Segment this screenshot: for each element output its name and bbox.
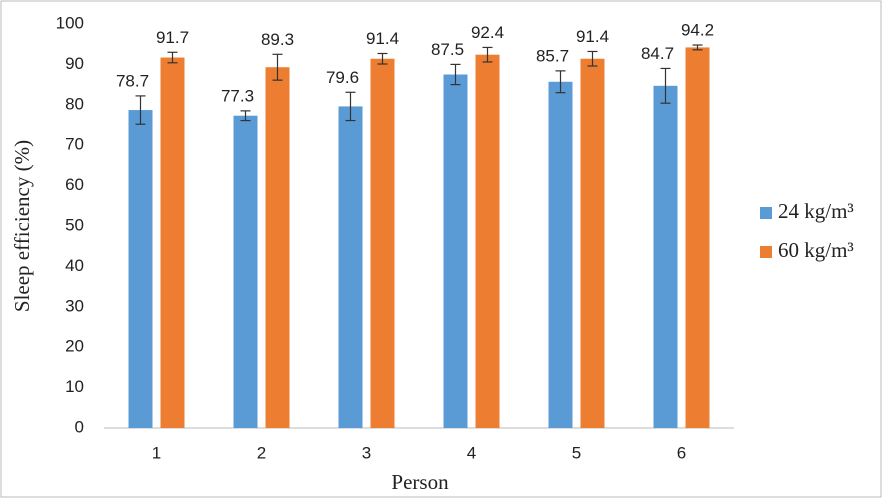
data-label: 78.7 (116, 71, 149, 90)
bar (265, 67, 290, 428)
data-label: 91.4 (576, 27, 609, 46)
bar (128, 110, 153, 428)
legend-label: 24 kg/m³ (778, 199, 854, 223)
legend-swatch (760, 207, 772, 219)
legend-label: 60 kg/m³ (778, 238, 854, 262)
error-bar (272, 53, 283, 81)
bar (338, 106, 363, 428)
bar (160, 57, 185, 428)
data-label: 94.2 (681, 20, 714, 39)
data-label: 89.3 (261, 30, 294, 49)
y-tick-label: 0 (75, 417, 84, 436)
x-tick-label: 5 (572, 443, 581, 462)
y-tick-label: 50 (65, 215, 84, 234)
error-bar (377, 52, 388, 65)
bar (580, 58, 605, 429)
error-bar (692, 44, 703, 51)
data-label: 91.7 (156, 28, 189, 47)
y-tick-label: 80 (65, 94, 84, 113)
error-bar (555, 70, 566, 94)
data-label: 84.7 (641, 44, 674, 63)
y-tick-label: 60 (65, 175, 84, 194)
error-bar (450, 63, 461, 86)
data-label: 77.3 (221, 86, 254, 105)
error-bar (482, 46, 493, 63)
error-bar (345, 91, 356, 122)
y-axis-title: Sleep efficiency (%) (10, 140, 34, 312)
legend-swatch (760, 246, 772, 258)
bar (370, 58, 395, 429)
y-tick-label: 90 (65, 54, 84, 73)
bar (233, 115, 258, 428)
bar (653, 85, 678, 428)
x-tick-label: 6 (677, 443, 686, 462)
x-axis-title: Person (391, 470, 449, 494)
y-tick-label: 30 (65, 296, 84, 315)
data-label: 91.4 (366, 29, 399, 48)
error-bar (135, 95, 146, 125)
error-bar (587, 50, 598, 67)
y-tick-label: 40 (65, 256, 84, 275)
y-tick-label: 70 (65, 135, 84, 154)
data-label: 92.4 (471, 23, 504, 42)
data-label: 87.5 (431, 40, 464, 59)
x-tick-label: 1 (152, 443, 161, 462)
error-bar (660, 67, 671, 104)
error-bar (167, 51, 178, 64)
bar (443, 74, 468, 428)
bar (685, 47, 710, 428)
y-tick-label: 100 (56, 13, 84, 32)
y-tick-label: 10 (65, 377, 84, 396)
x-tick-label: 3 (362, 443, 371, 462)
data-label: 85.7 (536, 46, 569, 65)
x-tick-label: 4 (467, 443, 476, 462)
bar (548, 81, 573, 428)
y-tick-label: 20 (65, 337, 84, 356)
x-tick-label: 2 (257, 443, 266, 462)
data-label: 79.6 (326, 68, 359, 87)
error-bar (240, 110, 251, 122)
bar (475, 54, 500, 428)
